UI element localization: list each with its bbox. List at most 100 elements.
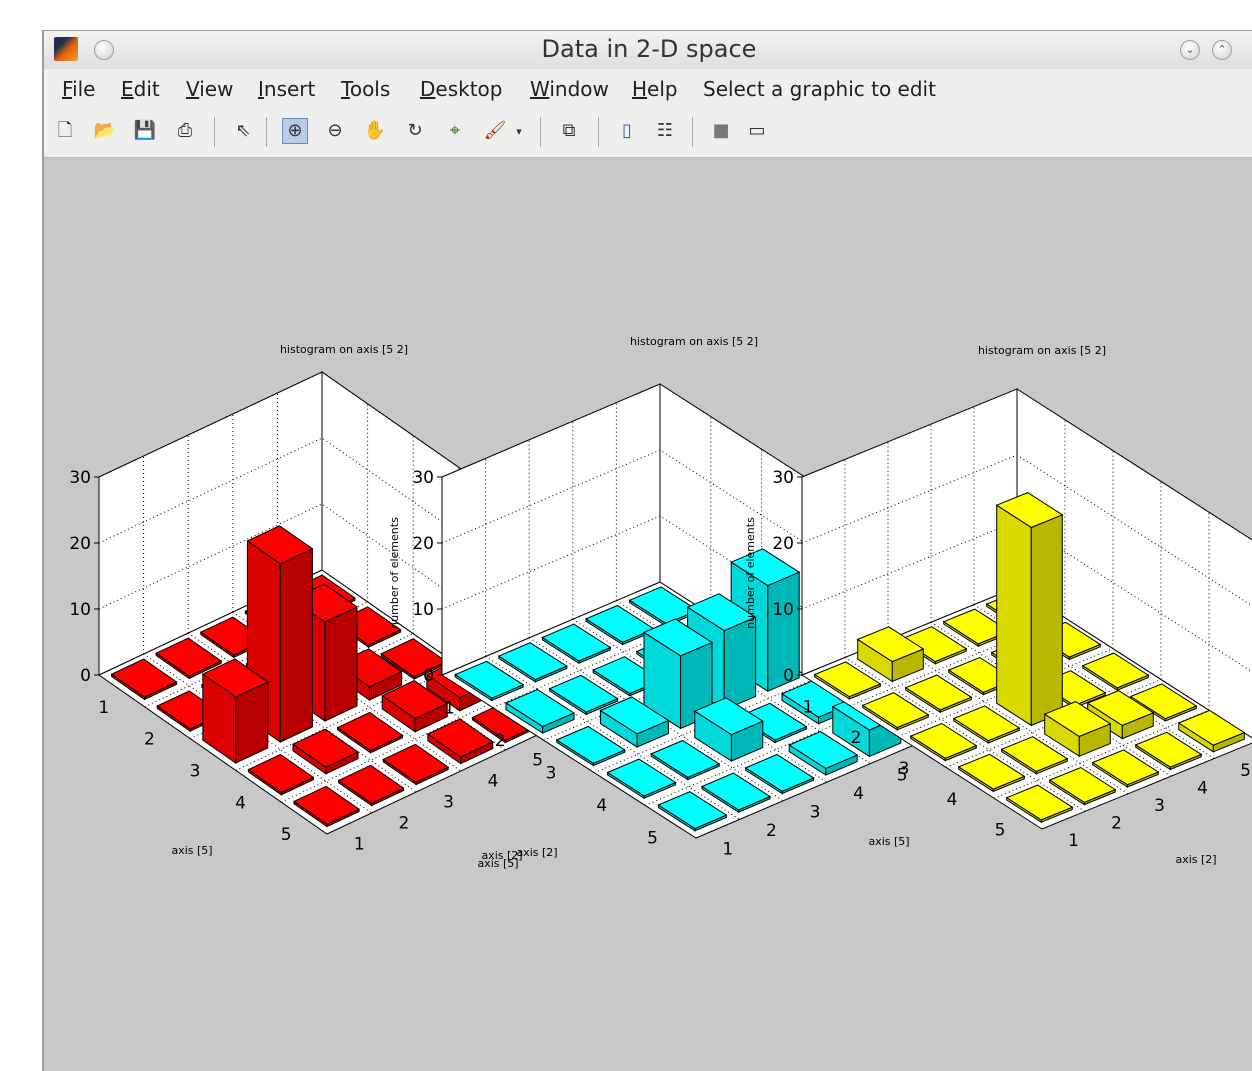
bar-top: [909, 722, 978, 759]
bar-top: [813, 661, 882, 698]
menu-help[interactable]: Help: [632, 77, 678, 101]
bar-top: [382, 743, 450, 783]
save-icon[interactable]: 💾: [133, 120, 157, 141]
new-figure-icon[interactable]: 🗋: [57, 120, 73, 141]
histogram-bar: [700, 772, 772, 814]
y-axis-label: axis [2]: [516, 846, 557, 859]
bar-top: [957, 753, 1026, 790]
maximize-button[interactable]: ⌃: [1212, 40, 1232, 60]
bar-top: [497, 642, 568, 681]
menu-edit[interactable]: Edit: [121, 77, 160, 101]
z-tick-label: 20: [412, 534, 434, 554]
y-axis-label: axis [2]: [481, 849, 522, 862]
z-tick-label: 0: [423, 666, 434, 686]
x-axis-label: axis [5]: [171, 844, 212, 857]
y-tick-label: 2: [766, 821, 777, 841]
edit-plot-arrow-icon[interactable]: ⇖: [235, 120, 251, 141]
minimize-button[interactable]: ⌄: [1180, 40, 1200, 60]
window-menu-button[interactable]: [94, 40, 114, 60]
print-icon[interactable]: ⎙: [177, 120, 193, 141]
grid-line: [849, 617, 1066, 707]
z-tick-label: 0: [80, 666, 91, 686]
menu-view[interactable]: View: [186, 77, 234, 101]
y-tick-label: 3: [443, 793, 454, 813]
figure-canvas[interactable]: 0 10 20 30 1 2 3 4 5 1 2 3 4 5 histogram on axis [5 2]…: [44, 158, 1252, 1071]
histogram-bar: [813, 661, 882, 700]
bar-top: [1081, 652, 1150, 689]
title-bar[interactable]: Data in 2-D space ⌄ ⌃: [44, 31, 1252, 70]
grid-line: [801, 454, 1252, 607]
menu-window[interactable]: Window: [530, 77, 609, 101]
histogram-bar: [1091, 749, 1160, 788]
bar-top: [995, 492, 1064, 528]
histogram-bar: [555, 725, 626, 767]
bar-top: [1134, 731, 1203, 768]
menu-tools-rest: ools: [349, 77, 391, 101]
bar-face: [996, 504, 1032, 727]
menu-file[interactable]: File: [62, 77, 96, 101]
z-tick-label: 20: [69, 534, 91, 554]
histogram-bar: [650, 739, 721, 781]
bar-top: [246, 525, 314, 565]
zoom-out-icon[interactable]: ⊖: [327, 120, 343, 141]
show-plot-tools-icon[interactable]: ▭: [748, 120, 766, 141]
menu-tools[interactable]: Tools: [341, 77, 391, 101]
bar-top: [606, 758, 677, 797]
menu-desktop-rest: esktop: [435, 77, 503, 101]
toolbar: 🗋 📂 💾 ⎙ ⇖ ⊕ ⊖ ✋ ↻ ⌖ 🖌 ▾ ⧉ ▯ ☷ ■ ▭: [44, 107, 1252, 158]
histogram-bar: [657, 791, 728, 832]
bar-top: [454, 660, 525, 699]
histogram-bar: [1177, 709, 1246, 753]
bar-top: [686, 593, 757, 632]
link-plot-icon[interactable]: ⧉: [562, 120, 576, 141]
brush-dropdown-icon[interactable]: ▾: [516, 124, 522, 138]
y-axis-label: axis [5]: [868, 835, 909, 848]
histogram-bar: [336, 711, 404, 754]
grid-line: [801, 388, 1252, 541]
bar-top: [504, 689, 576, 727]
histogram-bar: [744, 753, 815, 795]
legend-icon[interactable]: ☷: [656, 120, 674, 141]
matlab-logo-icon[interactable]: [54, 37, 78, 61]
histogram-bar: [904, 674, 973, 714]
menu-file-rest: ile: [72, 77, 96, 101]
y-tick-label: 2: [1111, 814, 1122, 834]
bar-top: [541, 623, 612, 662]
bar-top: [744, 753, 815, 792]
histogram-bar: [1129, 683, 1198, 722]
histogram-bar: [1000, 736, 1069, 775]
x-tick-label: 5: [281, 825, 292, 845]
bar-top: [856, 626, 925, 663]
y-tick-label: 4: [1197, 778, 1208, 798]
histogram-bar: [381, 680, 449, 733]
hide-plot-tools-icon[interactable]: ■: [712, 120, 730, 141]
z-tick-label: 20: [772, 534, 794, 554]
zoom-in-icon[interactable]: ⊕: [282, 118, 308, 144]
z-tick-label: 10: [772, 600, 794, 620]
pan-hand-icon[interactable]: ✋: [363, 120, 387, 141]
histogram-bar: [426, 718, 494, 765]
colorbar-icon[interactable]: ▯: [622, 120, 632, 141]
bar-top: [599, 696, 670, 735]
menu-insert[interactable]: Insert: [258, 77, 316, 101]
toolbar-separator: [692, 117, 693, 147]
open-file-icon[interactable]: 📂: [93, 120, 117, 141]
toolbar-separator: [266, 117, 267, 147]
rotate-3d-icon[interactable]: ↻: [407, 120, 423, 141]
histogram-bar: [292, 728, 359, 775]
x-tick-label: 4: [596, 796, 607, 816]
brush-icon[interactable]: 🖌: [483, 120, 507, 141]
bar-top: [1086, 690, 1155, 726]
histogram-bar: [293, 785, 360, 828]
histogram-bar: [1005, 784, 1074, 824]
menu-desktop[interactable]: Desktop: [420, 77, 503, 101]
bar-top: [693, 697, 764, 736]
bar-face: [1030, 514, 1063, 727]
bar-top: [555, 725, 626, 764]
data-cursor-icon[interactable]: ⌖: [449, 120, 461, 141]
y-tick-label: 3: [810, 803, 821, 823]
histogram-bar: [599, 696, 670, 748]
z-axis-label: number of elements: [388, 517, 401, 629]
